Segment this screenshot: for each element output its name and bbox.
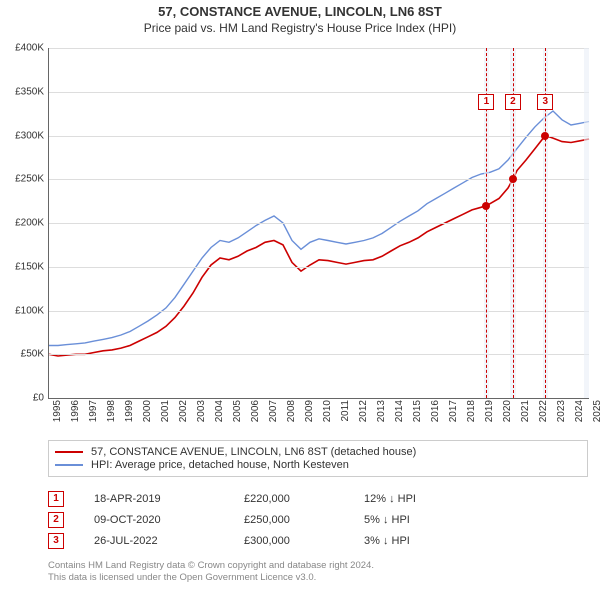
y-axis-label: £250K bbox=[4, 174, 44, 185]
marker-number-icon: 2 bbox=[48, 512, 64, 528]
x-axis-label: 2000 bbox=[142, 400, 153, 434]
tx-delta: 5% ↓ HPI bbox=[364, 514, 484, 526]
x-axis-label: 2008 bbox=[286, 400, 297, 434]
x-axis-label: 2011 bbox=[340, 400, 351, 434]
x-axis-label: 2010 bbox=[322, 400, 333, 434]
x-axis-label: 2009 bbox=[304, 400, 315, 434]
x-axis-label: 2012 bbox=[358, 400, 369, 434]
table-row: 3 26-JUL-2022 £300,000 3% ↓ HPI bbox=[48, 533, 588, 549]
x-axis-label: 2007 bbox=[268, 400, 279, 434]
chart-plot-area: 123 bbox=[48, 48, 589, 399]
title-block: 57, CONSTANCE AVENUE, LINCOLN, LN6 8ST P… bbox=[0, 0, 600, 35]
x-axis-label: 2021 bbox=[520, 400, 531, 434]
transactions-table: 1 18-APR-2019 £220,000 12% ↓ HPI 2 09-OC… bbox=[48, 486, 588, 554]
y-axis-label: £50K bbox=[4, 349, 44, 360]
footer-line: This data is licensed under the Open Gov… bbox=[48, 572, 588, 584]
x-axis-label: 2019 bbox=[484, 400, 495, 434]
x-axis-label: 1996 bbox=[70, 400, 81, 434]
tx-date: 09-OCT-2020 bbox=[94, 514, 244, 526]
marker-number-icon: 3 bbox=[537, 94, 553, 110]
x-axis-label: 2013 bbox=[376, 400, 387, 434]
x-axis-label: 2004 bbox=[214, 400, 225, 434]
tx-date: 26-JUL-2022 bbox=[94, 535, 244, 547]
data-point-icon bbox=[509, 175, 517, 183]
legend-box: 57, CONSTANCE AVENUE, LINCOLN, LN6 8ST (… bbox=[48, 440, 588, 477]
marker-number-icon: 1 bbox=[48, 491, 64, 507]
footer-attribution: Contains HM Land Registry data © Crown c… bbox=[48, 560, 588, 585]
y-axis-label: £0 bbox=[4, 393, 44, 404]
marker-number-icon: 1 bbox=[478, 94, 494, 110]
data-point-icon bbox=[541, 132, 549, 140]
y-axis-label: £300K bbox=[4, 130, 44, 141]
tx-delta: 12% ↓ HPI bbox=[364, 493, 484, 505]
y-axis-label: £100K bbox=[4, 305, 44, 316]
series-price_paid bbox=[49, 136, 589, 357]
x-axis-label: 2016 bbox=[430, 400, 441, 434]
x-axis-label: 2024 bbox=[574, 400, 585, 434]
x-axis-label: 2002 bbox=[178, 400, 189, 434]
data-point-icon bbox=[482, 202, 490, 210]
legend-item: 57, CONSTANCE AVENUE, LINCOLN, LN6 8ST (… bbox=[55, 446, 581, 458]
chart-container: 57, CONSTANCE AVENUE, LINCOLN, LN6 8ST P… bbox=[0, 0, 600, 590]
marker-number-icon: 2 bbox=[505, 94, 521, 110]
x-axis-label: 2025 bbox=[592, 400, 600, 434]
chart-subtitle: Price paid vs. HM Land Registry's House … bbox=[0, 21, 600, 35]
table-row: 1 18-APR-2019 £220,000 12% ↓ HPI bbox=[48, 491, 588, 507]
x-axis-label: 2022 bbox=[538, 400, 549, 434]
x-axis-label: 2015 bbox=[412, 400, 423, 434]
table-row: 2 09-OCT-2020 £250,000 5% ↓ HPI bbox=[48, 512, 588, 528]
x-axis-label: 1997 bbox=[88, 400, 99, 434]
legend-label: 57, CONSTANCE AVENUE, LINCOLN, LN6 8ST (… bbox=[91, 446, 416, 458]
y-axis-label: £200K bbox=[4, 218, 44, 229]
x-axis-label: 2020 bbox=[502, 400, 513, 434]
y-axis-label: £350K bbox=[4, 86, 44, 97]
x-axis-label: 2003 bbox=[196, 400, 207, 434]
legend-swatch bbox=[55, 451, 83, 453]
footer-line: Contains HM Land Registry data © Crown c… bbox=[48, 560, 588, 572]
x-axis-label: 1995 bbox=[52, 400, 63, 434]
x-axis-label: 2006 bbox=[250, 400, 261, 434]
x-axis-label: 2018 bbox=[466, 400, 477, 434]
legend-swatch bbox=[55, 464, 83, 466]
x-axis-label: 2014 bbox=[394, 400, 405, 434]
x-axis-label: 1998 bbox=[106, 400, 117, 434]
legend-label: HPI: Average price, detached house, Nort… bbox=[91, 459, 349, 471]
y-axis-label: £150K bbox=[4, 261, 44, 272]
marker-number-icon: 3 bbox=[48, 533, 64, 549]
x-axis-label: 2023 bbox=[556, 400, 567, 434]
tx-date: 18-APR-2019 bbox=[94, 493, 244, 505]
tx-delta: 3% ↓ HPI bbox=[364, 535, 484, 547]
legend-item: HPI: Average price, detached house, Nort… bbox=[55, 459, 581, 471]
tx-price: £250,000 bbox=[244, 514, 364, 526]
x-axis-label: 2005 bbox=[232, 400, 243, 434]
x-axis-label: 1999 bbox=[124, 400, 135, 434]
chart-title: 57, CONSTANCE AVENUE, LINCOLN, LN6 8ST bbox=[0, 4, 600, 19]
x-axis-label: 2001 bbox=[160, 400, 171, 434]
y-axis-label: £400K bbox=[4, 43, 44, 54]
tx-price: £220,000 bbox=[244, 493, 364, 505]
tx-price: £300,000 bbox=[244, 535, 364, 547]
x-axis-label: 2017 bbox=[448, 400, 459, 434]
